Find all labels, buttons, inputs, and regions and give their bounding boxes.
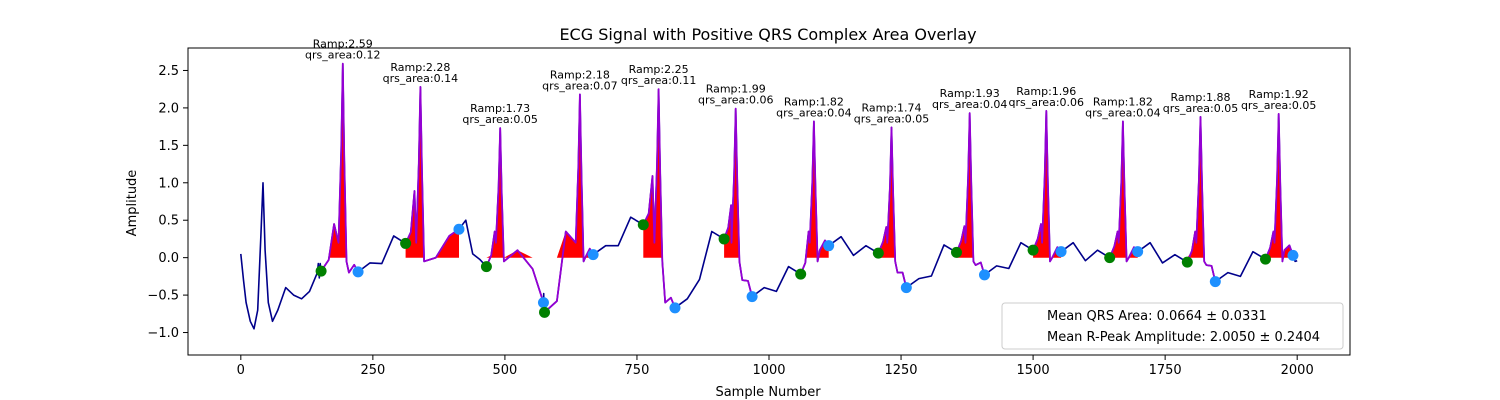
qrs-area-fill xyxy=(544,94,594,258)
qrs-segment-line xyxy=(955,112,986,276)
r-peak-amplitude-label: Ramp:1.82 xyxy=(1093,95,1153,108)
qrs-area-label: qrs_area:0.06 xyxy=(698,94,773,107)
qrs-area-label: qrs_area:0.04 xyxy=(776,106,851,119)
legend-entry-qrs-area: Mean QRS Area: 0.0664 ± 0.0331 xyxy=(1047,309,1267,324)
qrs-area-label: qrs_area:0.04 xyxy=(1085,106,1160,119)
y-tick-label: −0.5 xyxy=(147,289,179,304)
qrs-area-label: qrs_area:0.07 xyxy=(542,79,617,92)
r-peak-amplitude-label: Ramp:1.99 xyxy=(706,83,766,96)
qrs-offset-marker xyxy=(978,269,990,281)
qrs-segment-line xyxy=(1032,110,1062,263)
qrs-onset-marker xyxy=(637,219,649,231)
qrs-offset-marker xyxy=(746,291,758,303)
x-tick-label: 0 xyxy=(237,363,245,378)
x-tick-label: 500 xyxy=(492,363,517,378)
qrs-segment-line xyxy=(1108,120,1139,263)
qrs-segment-line xyxy=(877,126,908,288)
axes: 0 250 500 750 1000 1250 1500 1750 2000 −1.0 −0.5 0.… xyxy=(147,47,1351,378)
x-tick-label: 250 xyxy=(360,363,385,378)
qrs-area-fill xyxy=(643,89,675,258)
qrs-area-label: qrs_area:0.14 xyxy=(383,72,458,85)
y-tick-label: 0.0 xyxy=(158,251,179,266)
r-peak-amplitude-label: Ramp:2.28 xyxy=(390,61,450,74)
qrs-onset-marker xyxy=(480,261,492,273)
qrs-offset-marker xyxy=(352,266,364,278)
qrs-area-label: qrs_area:0.05 xyxy=(1241,99,1316,112)
r-peak-amplitude-label: Ramp:1.92 xyxy=(1249,88,1309,101)
x-tick-label: 1750 xyxy=(1149,363,1182,378)
qrs-area-fill xyxy=(1265,113,1293,258)
r-peak-amplitude-label: Ramp:1.73 xyxy=(470,102,530,115)
y-tick-label: 1.0 xyxy=(158,176,179,191)
qrs-segment-line xyxy=(799,120,830,275)
qrs-segment-line xyxy=(485,127,545,303)
legend-box xyxy=(1001,302,1344,350)
qrs-area-label: qrs_area:0.05 xyxy=(854,112,929,125)
r-peak-amplitude-label: Ramp:1.93 xyxy=(940,87,1000,100)
qrs-offset-marker xyxy=(1055,246,1067,258)
qrs-offset-marker xyxy=(1209,276,1221,288)
legend: Mean QRS Area: 0.0664 ± 0.0331 Mean R-Pe… xyxy=(1001,302,1344,350)
qrs-onset-marker xyxy=(718,233,730,245)
x-axis-label: Sample Number xyxy=(715,385,821,400)
qrs-area-label: qrs_area:0.05 xyxy=(462,113,537,126)
qrs-segment-line xyxy=(1186,116,1217,282)
qrs-area-label: qrs_area:0.12 xyxy=(305,49,380,62)
qrs-onset-marker xyxy=(795,268,807,280)
qrs-area-label: qrs_area:0.06 xyxy=(1009,96,1084,109)
qrs-area-fill xyxy=(405,86,459,258)
qrs-onset-marker xyxy=(951,246,963,258)
qrs-segment-line xyxy=(1264,113,1294,263)
qrs-segment-line xyxy=(543,93,594,313)
qrs-onset-marker xyxy=(1104,252,1116,264)
x-tick-label: 1000 xyxy=(752,363,785,378)
plot-area: Ramp:2.59qrs_area:0.12Ramp:2.28qrs_area:… xyxy=(240,38,1316,330)
y-axis-label: Amplitude xyxy=(125,170,140,237)
qrs-onset-marker xyxy=(400,237,412,249)
qrs-onset-marker xyxy=(539,306,551,318)
qrs-offset-marker xyxy=(823,240,835,252)
r-peak-amplitude-label: Ramp:2.59 xyxy=(313,38,373,51)
qrs-offset-marker xyxy=(1287,249,1299,261)
qrs-segment-line xyxy=(642,88,676,309)
qrs-offset-marker xyxy=(1132,246,1144,258)
qrs-offset-marker xyxy=(669,302,681,314)
qrs-segment-line xyxy=(320,62,359,274)
qrs-offset-marker xyxy=(900,282,912,294)
r-peak-amplitude-label: Ramp:1.82 xyxy=(784,95,844,108)
x-tick-label: 2000 xyxy=(1281,363,1314,378)
y-tick-label: 1.5 xyxy=(158,139,179,154)
qrs-offset-marker xyxy=(587,249,599,261)
qrs-onset-marker xyxy=(315,265,327,277)
qrs-offset-marker xyxy=(537,297,549,309)
qrs-onset-marker xyxy=(1259,253,1271,265)
y-tick-label: 2.0 xyxy=(158,101,179,116)
qrs-onset-marker xyxy=(1027,244,1039,256)
legend-entry-r-peak: Mean R-Peak Amplitude: 2.0050 ± 0.2404 xyxy=(1047,330,1320,345)
r-peak-amplitude-label: Ramp:1.88 xyxy=(1171,91,1231,104)
qrs-area-label: qrs_area:0.05 xyxy=(1163,102,1238,115)
r-peak-amplitude-label: Ramp:2.25 xyxy=(629,63,689,76)
r-peak-amplitude-label: Ramp:1.96 xyxy=(1016,85,1076,98)
y-tick-label: 0.5 xyxy=(158,214,179,229)
qrs-area-label: qrs_area:0.11 xyxy=(621,74,696,87)
qrs-area-label: qrs_area:0.04 xyxy=(932,98,1007,111)
qrs-onset-marker xyxy=(872,247,884,259)
y-tick-label: −1.0 xyxy=(147,326,179,341)
x-tick-label: 750 xyxy=(625,363,650,378)
x-tick-label: 1500 xyxy=(1017,363,1050,378)
qrs-offset-marker xyxy=(453,223,465,235)
r-peak-amplitude-label: Ramp:2.18 xyxy=(550,68,610,81)
y-tick-label: 2.5 xyxy=(158,64,179,79)
qrs-segment-line xyxy=(404,86,460,263)
qrs-onset-marker xyxy=(1181,256,1193,268)
r-peak-amplitude-label: Ramp:1.74 xyxy=(862,101,922,114)
x-tick-label: 1250 xyxy=(884,363,917,378)
chart-title: ECG Signal with Positive QRS Complex Are… xyxy=(559,25,976,44)
qrs-segment-line xyxy=(723,107,753,297)
